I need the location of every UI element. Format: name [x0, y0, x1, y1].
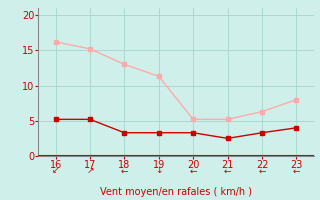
Text: ←: ← [224, 166, 231, 175]
Text: ←: ← [293, 166, 300, 175]
Text: ↙: ↙ [52, 166, 59, 175]
Text: ←: ← [189, 166, 197, 175]
X-axis label: Vent moyen/en rafales ( km/h ): Vent moyen/en rafales ( km/h ) [100, 187, 252, 197]
Text: ←: ← [258, 166, 266, 175]
Text: ↓: ↓ [155, 166, 163, 175]
Text: ←: ← [121, 166, 128, 175]
Text: ↗: ↗ [86, 166, 94, 175]
